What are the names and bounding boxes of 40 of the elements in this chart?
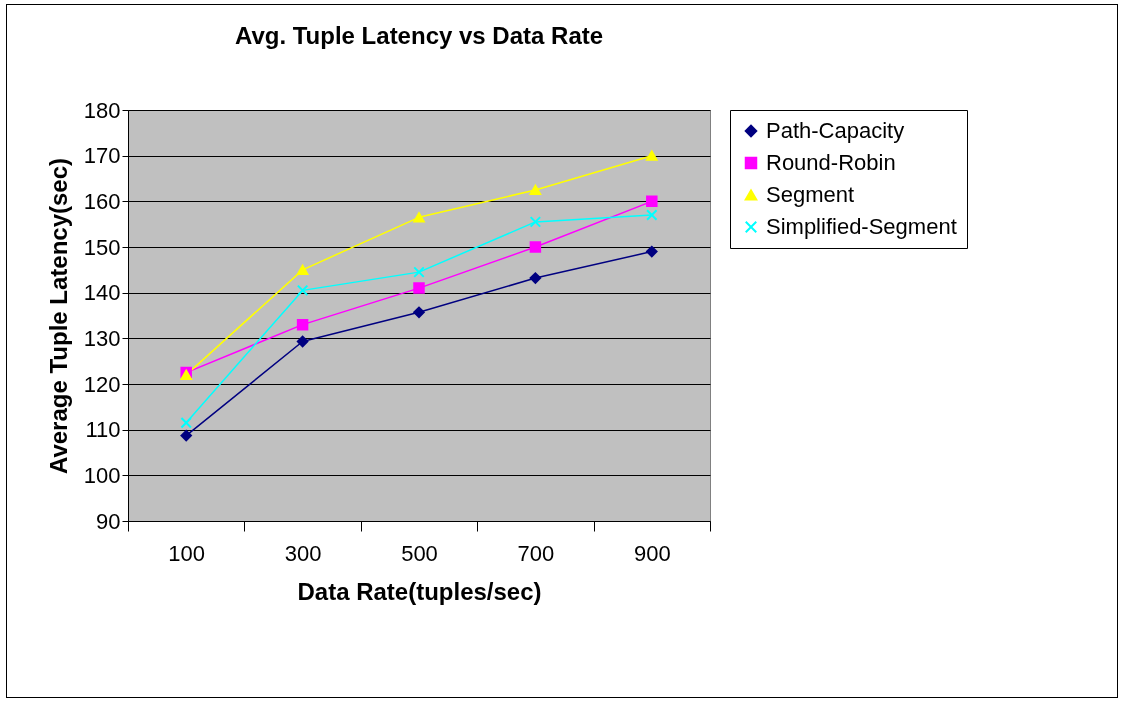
point [180, 417, 192, 429]
y-tick-label: 160 [83, 188, 121, 214]
y-tick-label: 180 [83, 97, 121, 123]
point [296, 284, 309, 297]
legend-label: Round-Robin [766, 150, 896, 175]
point [413, 212, 425, 223]
x-tick-label: 900 [633, 540, 671, 566]
point [529, 184, 542, 196]
point [646, 245, 658, 258]
legend-label: Segment [766, 182, 855, 207]
legend-label: Simplified-Segment [766, 214, 957, 239]
point [296, 318, 309, 331]
point [180, 429, 192, 442]
x-tick-label: 700 [517, 540, 555, 566]
y-tick-label: 120 [83, 371, 121, 397]
y-tick-label: 150 [83, 234, 121, 260]
y-tick-label: 110 [85, 417, 121, 443]
point [413, 266, 425, 278]
x-axis-title: Data Rate(tuples/sec) [297, 577, 542, 605]
x-tick-label: 100 [168, 540, 206, 566]
chart-title: Avg. Tuple Latency vs Data Rate [234, 22, 604, 49]
point [413, 306, 425, 319]
point [646, 195, 658, 208]
y-tick-label: 170 [83, 143, 121, 169]
legend-label: Path-Capacity [766, 118, 905, 143]
point [529, 216, 542, 228]
point [413, 282, 425, 294]
y-tick-label: 130 [83, 325, 121, 351]
point [646, 150, 658, 161]
point [529, 272, 542, 284]
point [529, 241, 542, 253]
x-tick-label: 300 [284, 540, 322, 566]
point [296, 335, 309, 348]
x-tick-label: 500 [401, 540, 438, 566]
point [296, 264, 309, 275]
y-tick-label: 140 [83, 280, 121, 306]
y-axis-title: Average Tuple Latency(sec) [44, 157, 72, 475]
point [646, 209, 658, 221]
y-tick-label: 100 [83, 462, 121, 488]
y-tick-label: 90 [96, 508, 121, 534]
